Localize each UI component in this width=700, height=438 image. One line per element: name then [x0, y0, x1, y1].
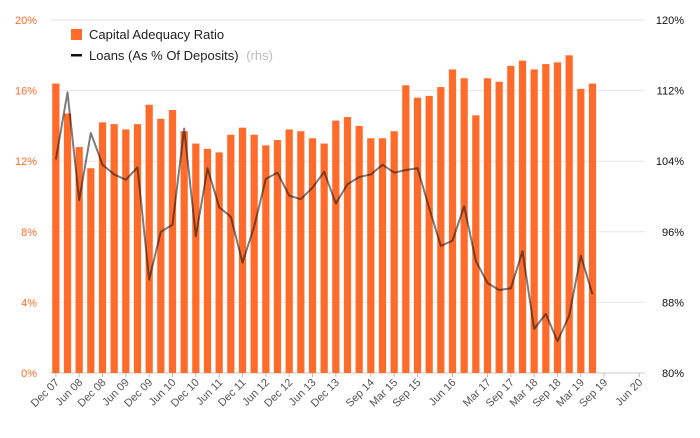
bar — [227, 134, 235, 373]
bar — [542, 64, 550, 373]
right-axis: 80% 88% 96% 104% 112% 120% — [656, 15, 684, 380]
bar — [390, 131, 398, 373]
bar — [507, 65, 515, 373]
bar — [98, 122, 107, 374]
bar — [343, 117, 352, 373]
right-axis-tick-label: 96% — [662, 227, 684, 239]
right-axis-tick-label: 88% — [662, 297, 684, 309]
left-axis-tick-label: 8% — [21, 227, 37, 239]
bar — [472, 115, 480, 373]
left-axis: 0% 4% 8% 12% 16% 20% — [15, 15, 37, 380]
right-axis-tick-label: 120% — [656, 15, 684, 27]
left-axis-tick-label: 16% — [15, 86, 37, 98]
bar — [425, 95, 433, 374]
bar — [180, 131, 188, 373]
legend: Capital Adequacy Ratio Loans (As % Of De… — [71, 27, 273, 63]
bar — [133, 124, 142, 373]
bar — [262, 145, 270, 373]
legend-swatch-capital-adequacy — [71, 29, 82, 40]
bar — [285, 129, 293, 373]
x-axis-tick-label: Jun 16 — [427, 377, 459, 409]
bar — [553, 62, 562, 374]
left-axis-tick-label: 12% — [15, 156, 37, 168]
bar — [238, 127, 247, 373]
bar — [122, 129, 130, 373]
bar — [413, 97, 422, 373]
bar — [297, 131, 305, 373]
bar — [75, 147, 83, 373]
bar — [320, 143, 328, 373]
bar — [460, 78, 468, 374]
left-axis-tick-label: 4% — [21, 297, 37, 309]
left-axis-tick-label: 20% — [15, 15, 37, 27]
bar — [110, 124, 118, 373]
bar — [215, 152, 223, 373]
bar — [495, 81, 503, 374]
bar — [192, 143, 200, 373]
legend-label-capital-adequacy: Capital Adequacy Ratio — [89, 27, 224, 42]
left-axis-tick-label: 0% — [21, 368, 37, 380]
bar — [168, 110, 177, 373]
bar — [518, 60, 527, 373]
bar — [308, 138, 317, 373]
legend-label-loans: Loans (As % Of Deposits) (rhs) — [89, 48, 273, 63]
bar — [437, 87, 445, 373]
bar-series — [52, 55, 597, 374]
bar — [355, 125, 363, 374]
bar — [378, 138, 387, 373]
bar — [250, 134, 258, 373]
right-axis-tick-label: 112% — [657, 86, 685, 98]
bar — [87, 168, 95, 373]
bar — [448, 69, 457, 374]
bar — [530, 69, 538, 374]
x-axis-tick-label: Jun 20 — [613, 377, 645, 409]
bar — [402, 85, 410, 374]
bar — [588, 83, 597, 373]
bar — [63, 113, 72, 374]
bar — [52, 83, 60, 373]
line-series — [54, 91, 594, 343]
bar — [157, 118, 165, 373]
legend-label-loans-suffix: (rhs) — [246, 48, 273, 63]
right-axis-tick-label: 104% — [656, 156, 684, 168]
bar — [203, 148, 212, 373]
legend-label-loans-text: Loans (As % Of Deposits) — [89, 48, 239, 63]
bar — [577, 88, 585, 374]
loans-line — [54, 91, 594, 343]
bar — [483, 78, 492, 374]
bar — [145, 104, 153, 373]
bar — [273, 140, 282, 373]
bar — [332, 120, 340, 373]
right-axis-tick-label: 80% — [662, 368, 684, 380]
bar — [565, 55, 573, 374]
bar — [367, 138, 375, 373]
legend-swatch-loans — [71, 54, 82, 57]
